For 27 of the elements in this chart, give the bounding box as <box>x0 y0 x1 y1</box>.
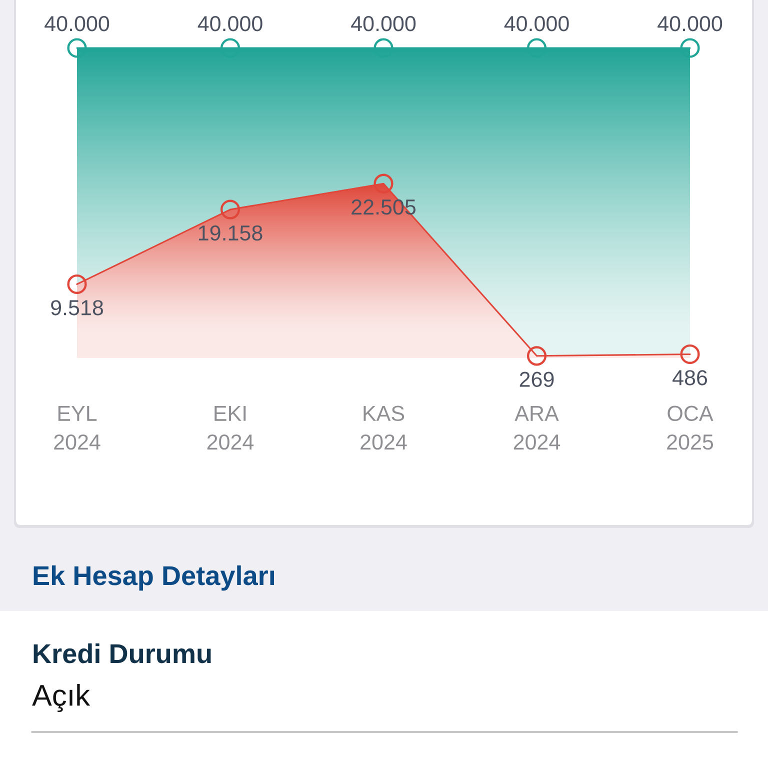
point <box>67 274 87 294</box>
point <box>67 38 87 58</box>
x-tick-label: EKI 2024 <box>207 406 254 450</box>
data-label: 486 <box>672 370 708 386</box>
point <box>374 174 394 194</box>
x-tick-label: OCA 2025 <box>667 406 714 450</box>
point <box>526 346 547 366</box>
point <box>526 38 547 58</box>
data-label: 40.000 <box>198 16 262 32</box>
data-label: 19.158 <box>198 225 262 241</box>
text: Kredi Durumu <box>34 643 211 664</box>
data-label: 40.000 <box>351 16 416 32</box>
data-label: 40.000 <box>504 16 569 32</box>
data-label: 40.000 <box>658 16 722 32</box>
point <box>374 38 394 58</box>
point <box>680 344 700 364</box>
text: Açık <box>32 684 90 712</box>
point <box>680 38 700 58</box>
data-label: 40.000 <box>44 16 110 32</box>
point <box>220 38 240 58</box>
data-label: 269 <box>520 372 554 388</box>
data-label: 9.518 <box>51 300 103 316</box>
point <box>220 200 240 220</box>
text: Ek Hesap Detayları <box>34 565 274 591</box>
x-tick-label: ARA 2024 <box>514 406 560 450</box>
x-tick-label: EYL 2024 <box>54 406 100 450</box>
x-tick-label: KAS 2024 <box>360 406 407 450</box>
